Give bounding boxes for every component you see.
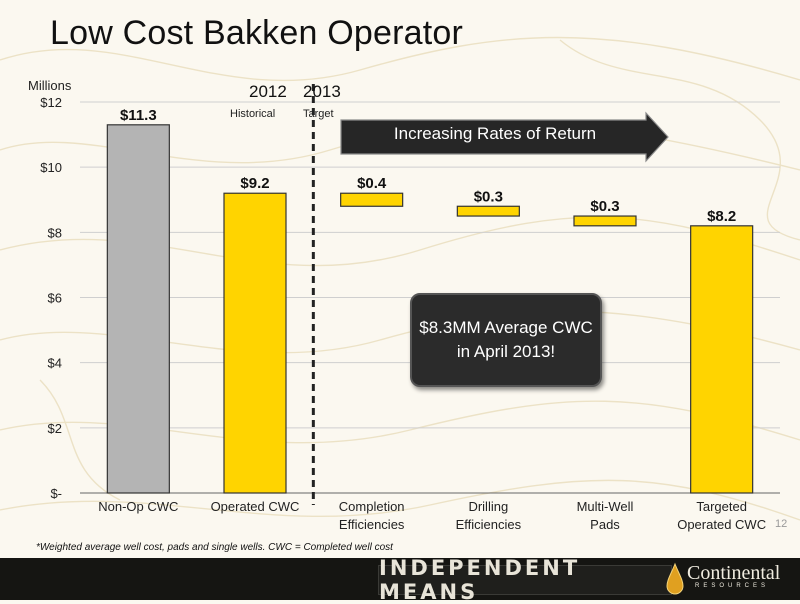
- footer-tagline: INDEPENDENT MEANS: [378, 556, 672, 604]
- bar-2: [340, 192, 404, 207]
- y-tick-label: $6: [48, 291, 62, 306]
- data-labels: $11.3 $9.2 $0.4 $0.3 $0.3 $8.2: [120, 107, 736, 225]
- company-logo: Continental RESOURCES: [687, 562, 780, 589]
- data-label: $9.2: [240, 175, 269, 192]
- y-tick-label: $12: [40, 95, 62, 110]
- target-label: Target: [303, 108, 334, 120]
- y-tick-label: $2: [48, 421, 62, 436]
- rates-arrow: [340, 111, 669, 163]
- x-category-label: Multi-Well: [577, 499, 634, 514]
- bar-0: [106, 124, 170, 494]
- data-label: $0.4: [357, 175, 387, 192]
- bars: [106, 124, 754, 494]
- data-label: $11.3: [120, 107, 157, 124]
- historical-label: Historical: [230, 108, 276, 120]
- x-category-label: Drilling: [468, 499, 508, 514]
- logo-subtext: RESOURCES: [695, 583, 770, 589]
- data-label: $0.3: [590, 198, 619, 215]
- data-label: $8.2: [707, 208, 736, 225]
- slide-title: Low Cost Bakken Operator: [50, 14, 463, 52]
- x-category-label: Operated CWC: [211, 499, 300, 514]
- bar-1: [223, 192, 287, 494]
- y-tick-label: $8: [48, 225, 62, 240]
- bar-4: [573, 215, 637, 227]
- x-category-label: Efficiencies: [339, 517, 405, 532]
- y-tick-label: $4: [48, 356, 62, 371]
- year-2012-label: 2012: [249, 82, 287, 101]
- x-axis-categories: Non-Op CWC Operated CWC Completion Efficien…: [98, 499, 766, 532]
- y-axis-ticks: $- $2 $4 $6 $8 $10 $12: [40, 95, 62, 501]
- y-axis-unit-label: Millions: [28, 78, 72, 93]
- data-label: $0.3: [474, 188, 503, 205]
- x-category-label: Targeted: [696, 499, 747, 514]
- y-tick-label: $-: [50, 486, 62, 501]
- y-tick-label: $10: [40, 160, 62, 175]
- bar-3: [456, 205, 520, 217]
- callout-text: $8.3MM Average CWC in April 2013!: [419, 318, 593, 361]
- oil-drop-icon: [666, 562, 684, 595]
- x-category-label: Pads: [590, 517, 620, 532]
- average-cwc-callout: $8.3MM Average CWC in April 2013!: [410, 293, 602, 387]
- logo-text: Continental: [687, 562, 781, 584]
- footnote: *Weighted average well cost, pads and si…: [36, 542, 393, 553]
- year-2013-label: 2013: [303, 82, 341, 101]
- arrow-label: Increasing Rates of Return: [393, 124, 597, 143]
- waterfall-chart: $- $2 $4 $6 $8 $10 $12 $11.3 $9.2 $0.4 $0.3 $0.3 $8…: [40, 84, 780, 532]
- page-number: 12: [775, 518, 788, 530]
- x-category-label: Non-Op CWC: [98, 499, 178, 514]
- x-category-label: Operated CWC: [677, 517, 766, 532]
- bar-5: [690, 225, 754, 494]
- arrow-shape: [340, 111, 669, 163]
- x-category-label: Efficiencies: [456, 517, 522, 532]
- x-category-label: Completion: [339, 499, 405, 514]
